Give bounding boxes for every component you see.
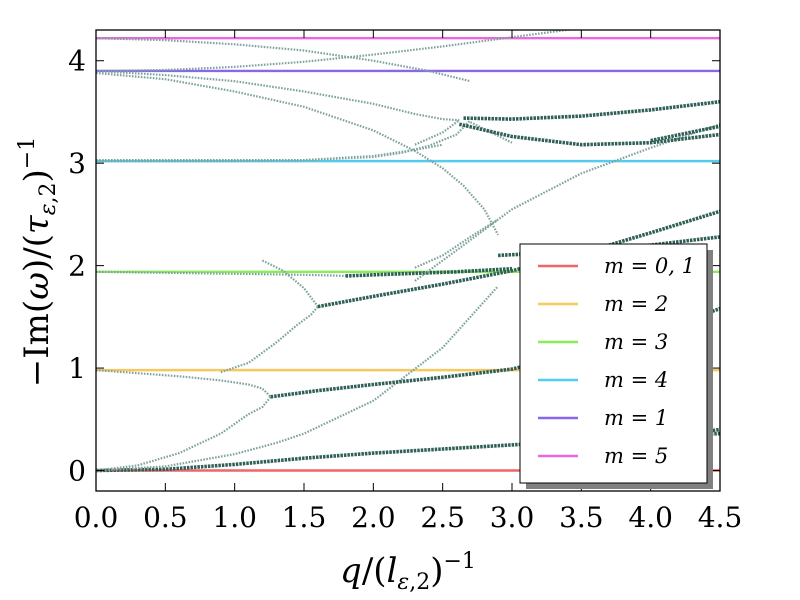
branch-19: [414, 123, 720, 282]
branch-0: [96, 431, 720, 473]
branch-12: [498, 235, 720, 258]
branch-24: [96, 37, 471, 83]
branch-6: [220, 305, 319, 374]
x-tick-label-8: 4.0: [628, 501, 673, 534]
y-tick-label-0: 0: [68, 455, 86, 488]
branch-17: [96, 69, 460, 122]
branch-18: [96, 71, 500, 236]
legend-label-3: m = 4: [604, 368, 668, 392]
y-tick-label-4: 4: [68, 45, 86, 78]
legend: m = 0, 1 m = 2 m = 3 m = 4 m = 1 m = 5: [519, 243, 713, 489]
x-tick-label-9: 4.5: [698, 501, 743, 534]
branch-3: [96, 396, 272, 472]
branch-9: [96, 270, 346, 277]
legend-label-0: m = 0, 1: [604, 254, 695, 278]
branch-5: [270, 306, 720, 399]
legend-label-4: m = 1: [604, 406, 668, 430]
x-tick-label-7: 3.5: [559, 501, 604, 534]
branch-13: [414, 218, 499, 269]
ticks-layer: 0.0 0.5 1.0 1.5 2.0 2.5 3.0 3.5 4.0 4.5 0 1 2 3 4: [68, 30, 742, 534]
legend-label-2: m = 3: [604, 330, 668, 354]
x-tick-label-3: 1.5: [282, 501, 327, 534]
legend-label-5: m = 5: [604, 444, 668, 468]
x-tick-label-2: 1.0: [212, 501, 257, 534]
branch-10: [345, 266, 513, 278]
branch-16: [414, 119, 460, 146]
hlines-layer: [96, 36, 720, 472]
y-tick-label-3: 3: [68, 147, 86, 180]
branch-22: [650, 124, 720, 143]
branch-7: [261, 259, 319, 308]
x-tick-label-4: 2.0: [351, 501, 396, 534]
legend-box: [519, 243, 708, 484]
x-tick-label-1: 0.5: [143, 501, 188, 534]
branch-23: [96, 30, 575, 73]
y-axis-label: −Im(ω)/(τε,2)−1: [15, 137, 61, 387]
branch-2: [96, 285, 499, 472]
legend-items: m = 0, 1 m = 2 m = 3 m = 4 m = 1 m = 5: [538, 254, 695, 468]
plot-frame: [95, 29, 721, 492]
branch-21: [458, 122, 720, 147]
x-axis-label: q/(lε,2)−1: [340, 549, 476, 595]
branch-20: [463, 99, 720, 121]
x-tick-label-0: 0.0: [74, 501, 119, 534]
y-tick-label-2: 2: [68, 250, 86, 283]
branch-8: [317, 209, 720, 309]
x-tick-label-6: 3.0: [490, 501, 535, 534]
legend-label-1: m = 2: [604, 292, 668, 316]
y-tick-label-1: 1: [68, 352, 86, 385]
series-layer: [96, 30, 720, 473]
x-tick-label-5: 2.5: [420, 501, 465, 534]
